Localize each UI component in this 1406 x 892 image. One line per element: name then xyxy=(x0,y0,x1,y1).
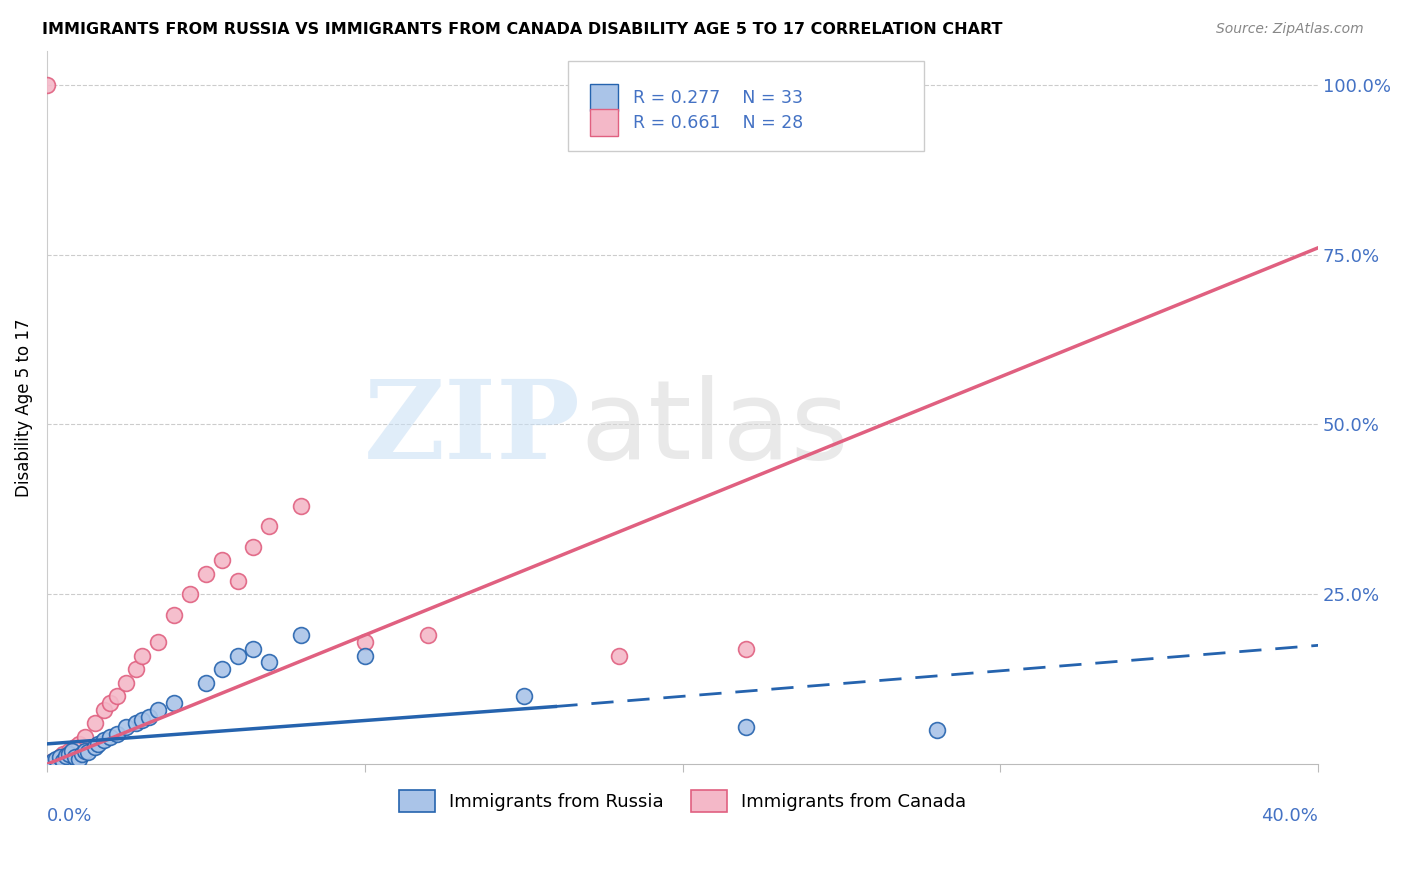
FancyBboxPatch shape xyxy=(568,62,924,151)
Point xyxy=(242,540,264,554)
Point xyxy=(93,703,115,717)
Point xyxy=(42,754,65,768)
Point xyxy=(45,752,67,766)
Point xyxy=(607,648,630,663)
Point xyxy=(48,750,70,764)
Point xyxy=(55,749,77,764)
Point xyxy=(194,566,217,581)
Point xyxy=(83,740,105,755)
Point xyxy=(52,754,75,768)
Point xyxy=(353,648,375,663)
Point xyxy=(211,662,233,676)
Point xyxy=(125,662,148,676)
Point xyxy=(58,744,80,758)
Point xyxy=(131,713,153,727)
Point xyxy=(259,656,281,670)
Point xyxy=(87,737,110,751)
Point xyxy=(73,730,96,744)
Text: IMMIGRANTS FROM RUSSIA VS IMMIGRANTS FROM CANADA DISABILITY AGE 5 TO 17 CORRELAT: IMMIGRANTS FROM RUSSIA VS IMMIGRANTS FRO… xyxy=(42,22,1002,37)
Point xyxy=(131,648,153,663)
Point xyxy=(65,740,87,755)
Text: R = 0.277    N = 33: R = 0.277 N = 33 xyxy=(633,89,803,107)
Point xyxy=(353,635,375,649)
Point xyxy=(115,675,138,690)
Point xyxy=(48,750,70,764)
Point xyxy=(125,716,148,731)
Text: Source: ZipAtlas.com: Source: ZipAtlas.com xyxy=(1216,22,1364,37)
Point xyxy=(418,628,440,642)
Point xyxy=(194,675,217,690)
Point xyxy=(100,730,122,744)
Point xyxy=(163,696,186,710)
FancyBboxPatch shape xyxy=(589,109,617,136)
Point xyxy=(100,696,122,710)
Text: 0.0%: 0.0% xyxy=(46,807,93,825)
Point xyxy=(42,754,65,768)
Point xyxy=(115,720,138,734)
Point xyxy=(290,499,312,513)
Point xyxy=(93,733,115,747)
Point xyxy=(925,723,948,738)
Point xyxy=(35,78,58,92)
Point xyxy=(105,690,128,704)
Text: ZIP: ZIP xyxy=(364,376,581,483)
Point xyxy=(73,744,96,758)
Point xyxy=(735,720,758,734)
Point xyxy=(67,737,90,751)
Point xyxy=(242,641,264,656)
Point xyxy=(83,716,105,731)
Point xyxy=(58,747,80,761)
Point xyxy=(226,648,249,663)
Point xyxy=(259,519,281,533)
Point xyxy=(146,635,169,649)
Point xyxy=(226,574,249,588)
Y-axis label: Disability Age 5 to 17: Disability Age 5 to 17 xyxy=(15,318,32,497)
Point xyxy=(735,641,758,656)
Point xyxy=(65,750,87,764)
Point xyxy=(512,690,534,704)
Point xyxy=(67,752,90,766)
Point xyxy=(290,628,312,642)
Point xyxy=(52,747,75,761)
Text: R = 0.661    N = 28: R = 0.661 N = 28 xyxy=(633,114,803,132)
Point xyxy=(60,744,83,758)
Point xyxy=(138,709,160,723)
Point xyxy=(146,703,169,717)
Point xyxy=(163,607,186,622)
Point xyxy=(77,745,100,759)
FancyBboxPatch shape xyxy=(589,84,617,112)
Text: atlas: atlas xyxy=(581,376,849,483)
Point xyxy=(211,553,233,567)
Legend: Immigrants from Russia, Immigrants from Canada: Immigrants from Russia, Immigrants from … xyxy=(391,783,974,820)
Point xyxy=(105,727,128,741)
Point xyxy=(70,747,93,761)
Text: 40.0%: 40.0% xyxy=(1261,807,1319,825)
Point xyxy=(179,587,201,601)
